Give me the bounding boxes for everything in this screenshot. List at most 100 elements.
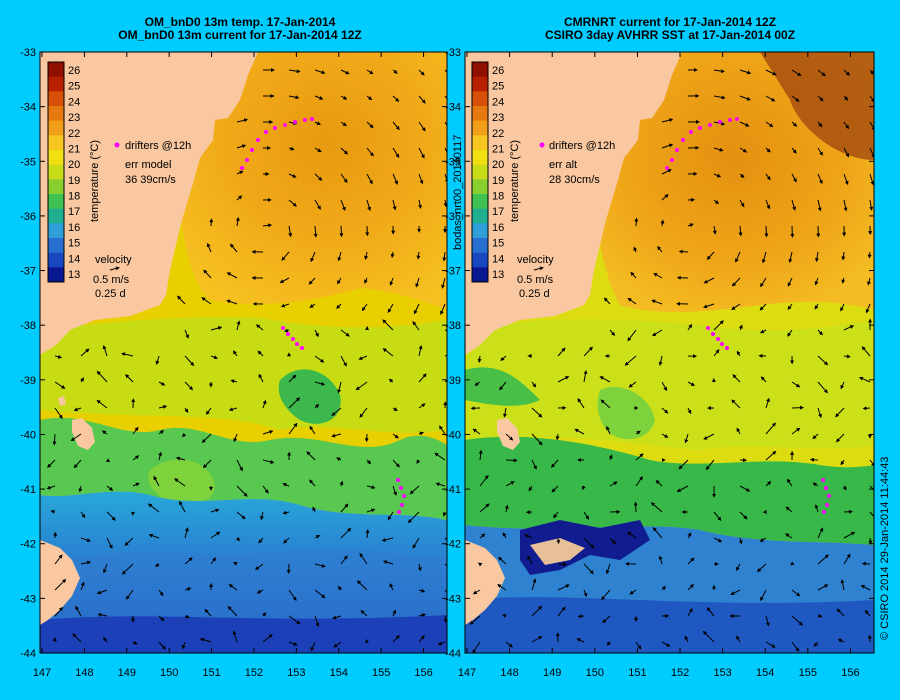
current-arrow bbox=[155, 562, 160, 568]
current-arrow bbox=[867, 277, 871, 286]
current-arrow bbox=[184, 381, 194, 391]
current-arrow bbox=[600, 399, 611, 409]
current-arrow bbox=[444, 95, 447, 100]
current-arrow bbox=[869, 459, 874, 467]
current-arrow bbox=[256, 589, 264, 594]
current-arrow bbox=[469, 615, 481, 625]
colorbar-frame bbox=[471, 61, 489, 283]
current-arrow bbox=[678, 249, 689, 254]
current-arrow bbox=[791, 121, 798, 127]
current-arrow bbox=[412, 320, 420, 331]
bodas-label: bodas_nrt00_20140117 bbox=[452, 135, 464, 250]
current-arrow bbox=[439, 425, 446, 435]
current-arrow bbox=[787, 303, 793, 311]
current-arrow bbox=[678, 459, 689, 470]
current-arrow bbox=[836, 608, 845, 617]
lon-tick-label: 149 bbox=[543, 667, 561, 679]
drifter-position bbox=[706, 326, 710, 330]
current-arrow bbox=[232, 350, 238, 357]
current-arrow bbox=[288, 422, 298, 435]
colorbar-segment bbox=[48, 208, 64, 224]
drifter-position bbox=[708, 123, 712, 127]
current-arrow bbox=[869, 95, 874, 103]
current-arrow bbox=[184, 614, 190, 619]
left-drifters-label: drifters @12h bbox=[125, 140, 191, 152]
lon-tick-label: 148 bbox=[75, 667, 93, 679]
current-arrow bbox=[444, 329, 447, 332]
current-arrow bbox=[583, 537, 595, 549]
lon-tick-label: 152 bbox=[245, 667, 263, 679]
current-arrow bbox=[736, 350, 741, 357]
colorbar-segment bbox=[472, 164, 488, 180]
current-arrow bbox=[706, 251, 715, 260]
colorbar-segment bbox=[472, 223, 488, 239]
current-arrow bbox=[228, 407, 238, 412]
left-title-line2: OM_bnD0 13m current for 17-Jan-2014 12Z bbox=[118, 28, 362, 42]
current-arrow bbox=[413, 303, 420, 315]
current-arrow bbox=[80, 348, 90, 357]
drifter-position bbox=[273, 126, 277, 130]
current-arrow bbox=[80, 581, 85, 591]
drifter-position bbox=[281, 326, 285, 330]
current-arrow bbox=[184, 557, 193, 565]
right-err-label: err alt bbox=[549, 159, 577, 171]
current-arrow bbox=[739, 121, 750, 127]
current-arrow bbox=[813, 641, 819, 647]
drifter-position bbox=[670, 158, 674, 162]
current-arrow bbox=[103, 563, 108, 574]
current-arrow bbox=[314, 173, 323, 181]
velocity-scale-arrow bbox=[109, 266, 120, 271]
colorbar-tick-label: 16 bbox=[68, 222, 80, 234]
drifter-position bbox=[402, 494, 406, 498]
current-arrow bbox=[687, 407, 692, 415]
colorbar-tick-label: 13 bbox=[68, 269, 80, 281]
current-arrow bbox=[703, 303, 715, 309]
current-arrow bbox=[817, 173, 823, 185]
current-arrow bbox=[314, 589, 326, 599]
current-arrow bbox=[479, 533, 486, 539]
current-arrow bbox=[418, 173, 424, 185]
right-velocity-time: 0.25 d bbox=[519, 288, 550, 300]
current-arrow bbox=[392, 147, 400, 158]
current-arrow bbox=[581, 485, 586, 491]
current-arrow bbox=[442, 511, 447, 517]
current-arrow bbox=[158, 589, 164, 597]
current-arrow bbox=[502, 532, 507, 539]
colorbar-segment bbox=[472, 194, 488, 210]
current-arrow bbox=[418, 373, 427, 383]
colorbar-segment bbox=[472, 208, 488, 224]
current-arrow bbox=[765, 173, 771, 181]
lon-tick-label: 152 bbox=[671, 667, 689, 679]
current-arrow bbox=[392, 95, 400, 102]
current-arrow bbox=[389, 277, 394, 286]
right-map bbox=[465, 52, 874, 653]
current-arrow bbox=[791, 427, 801, 435]
current-arrow bbox=[791, 147, 797, 154]
current-arrow bbox=[739, 69, 752, 75]
current-arrow bbox=[148, 533, 160, 539]
current-arrow bbox=[418, 147, 425, 159]
current-arrow bbox=[869, 173, 874, 186]
current-arrow bbox=[310, 251, 316, 263]
current-arrow bbox=[601, 589, 611, 601]
current-arrow bbox=[869, 485, 874, 491]
current-arrow bbox=[236, 320, 241, 331]
current-arrow bbox=[444, 376, 447, 383]
current-arrow bbox=[235, 216, 240, 227]
current-arrow bbox=[229, 243, 238, 253]
left-axes: -33 -34 -35 -36 -37 -38 -39 -40 -41 -42 -43 -44 147 1… bbox=[20, 47, 447, 679]
current-arrow bbox=[817, 199, 822, 212]
colorbar-tick-label: 15 bbox=[492, 238, 504, 250]
current-arrow bbox=[817, 69, 826, 77]
current-arrow bbox=[843, 531, 856, 539]
current-arrow bbox=[336, 303, 342, 310]
current-arrow bbox=[132, 426, 139, 435]
current-arrow bbox=[262, 485, 269, 494]
current-arrow bbox=[260, 511, 264, 521]
lat-tick-label: -38 bbox=[20, 320, 36, 332]
current-arrow bbox=[418, 613, 427, 618]
current-arrow bbox=[418, 431, 424, 436]
current-arrow bbox=[531, 381, 537, 388]
current-arrow bbox=[791, 381, 801, 388]
current-arrow bbox=[434, 452, 446, 461]
